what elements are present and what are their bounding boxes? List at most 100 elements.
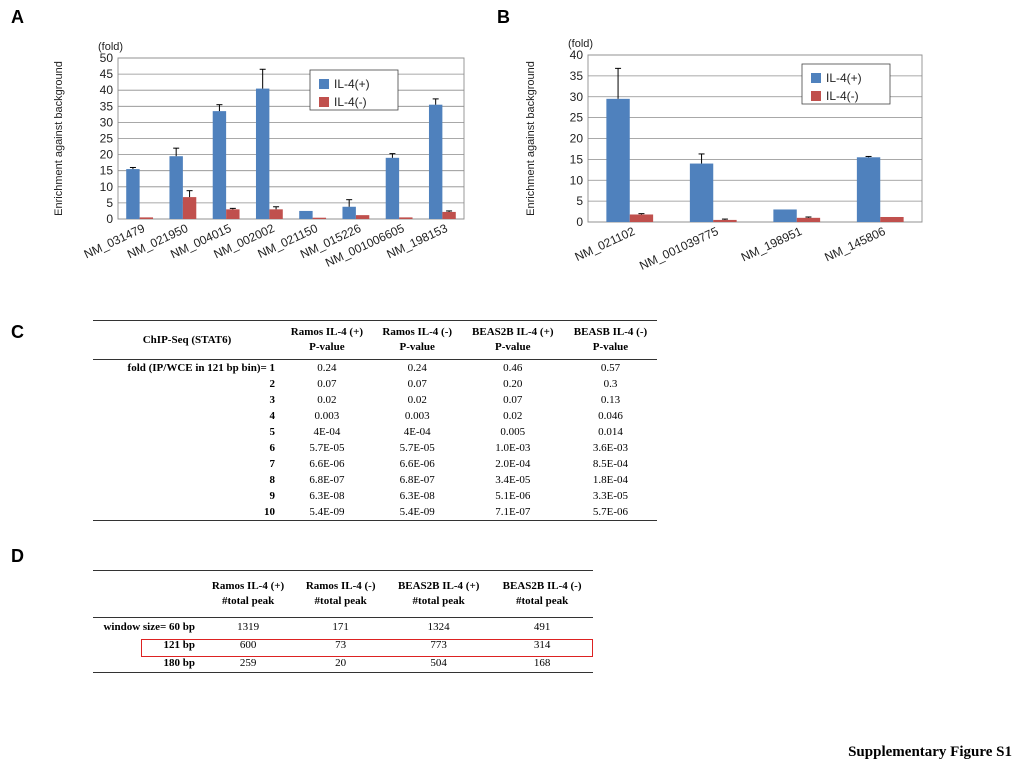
table-row: window size= 60 bp 1319 171 1324 491 <box>93 618 593 637</box>
table-c-header-4: BEASB IL-4 (-) P-value <box>563 320 657 360</box>
table-cell: 3.6E-03 <box>592 442 629 454</box>
legend-label: IL-4(-) <box>826 89 859 103</box>
y-tick-label: 25 <box>100 132 114 146</box>
y-tick-label: 45 <box>100 67 114 81</box>
table-row: 121 bp 600 73 773 314 <box>93 636 593 654</box>
table-cell: 4E-04 <box>403 426 431 438</box>
bar-il4-minus <box>880 216 904 222</box>
table-c: ChIP-Seq (STAT6) Ramos IL-4 (+) P-value … <box>93 320 657 521</box>
y-unit-label: (fold) <box>568 38 593 50</box>
row-label: 180 bp <box>93 654 201 673</box>
chart-a: 0 5 10 15 20 25 30 35 40 45 50(fold) Enrichment aga… <box>53 41 465 270</box>
table-cell: 0.57 <box>600 362 621 374</box>
table-cell: 6.8E-07 <box>399 474 435 486</box>
panel-label-c: C <box>11 322 24 342</box>
table-d-header-2: Ramos IL-4 (-) #total peak <box>295 570 387 618</box>
table-c-header-3: BEAS2B IL-4 (+) P-value <box>461 320 564 360</box>
table-row: 10 5.4E-09 5.4E-09 7.1E-07 5.7E-06 <box>93 504 657 521</box>
bar-il4-minus <box>182 197 197 219</box>
row-label: 3 <box>269 394 276 406</box>
chart-b: 0 5 10 15 20 25 30 35 40(fold) Enrichment against… <box>525 38 923 273</box>
x-tick-label: NM_198951 <box>739 224 804 264</box>
table-row: 180 bp 259 20 504 168 <box>93 654 593 673</box>
table-cell: 0.014 <box>598 426 623 438</box>
table-cell: 0.3 <box>603 378 618 390</box>
bar-il4-plus <box>428 104 443 219</box>
bar-il4-plus <box>169 156 183 219</box>
y-axis-label: Enrichment against background <box>525 61 537 216</box>
bar-il4-minus <box>355 215 370 219</box>
table-cell: 0.02 <box>503 410 523 422</box>
y-tick-label: 40 <box>100 83 114 97</box>
row-label: 121 bp <box>163 639 196 651</box>
table-row: 6 5.7E-05 5.7E-05 1.0E-03 3.6E-03 <box>93 440 657 456</box>
table-cell: 0.20 <box>503 378 523 390</box>
bar-il4-minus <box>713 219 737 222</box>
row-label: 5 <box>269 426 276 438</box>
bar-il4-minus <box>442 211 456 219</box>
table-cell: 8.5E-04 <box>592 458 629 470</box>
bar-il4-plus <box>299 210 313 219</box>
table-cell: 0.24 <box>407 362 427 374</box>
table-cell: 1319 <box>237 621 260 633</box>
y-tick-label: 20 <box>570 132 584 146</box>
figure-title: Supplementary Figure S1 <box>848 744 1012 760</box>
table-cell: 0.003 <box>314 410 340 422</box>
bar-il4-minus <box>399 217 413 219</box>
bar-il4-plus <box>689 163 714 222</box>
table-c-header-1: Ramos IL-4 (+) P-value <box>281 320 373 360</box>
table-cell: 0.003 <box>404 410 430 422</box>
bar-il4-plus <box>126 169 140 219</box>
row-label: window size= 60 bp <box>103 621 195 633</box>
bar-il4-minus <box>796 217 821 222</box>
bar-il4-minus <box>139 217 154 219</box>
table-cell: 0.07 <box>317 378 337 390</box>
legend-swatch <box>319 97 329 107</box>
table-row: 5 4E-04 4E-04 0.005 0.014 <box>93 424 657 440</box>
y-tick-label: 25 <box>570 111 584 125</box>
legend-swatch <box>319 79 329 89</box>
table-row: 8 6.8E-07 6.8E-07 3.4E-05 1.8E-04 <box>93 472 657 488</box>
table-row: 3 0.02 0.02 0.07 0.13 <box>93 392 657 408</box>
panel-label-d: D <box>11 546 24 566</box>
table-cell: 0.046 <box>598 410 623 422</box>
bar-il4-minus <box>269 209 283 219</box>
table-cell: 6.6E-06 <box>309 458 345 470</box>
table-cell: 5.7E-06 <box>563 504 657 521</box>
table-c-header-2: Ramos IL-4 (-) P-value <box>372 320 462 360</box>
y-tick-label: 0 <box>106 212 113 226</box>
bar-il4-plus <box>212 111 227 219</box>
table-row: 9 6.3E-08 6.3E-08 5.1E-06 3.3E-05 <box>93 488 657 504</box>
table-cell: 0.07 <box>407 378 427 390</box>
row-label: 9 <box>269 490 276 502</box>
y-axis-label: Enrichment against background <box>53 61 65 216</box>
table-cell: 5.7E-05 <box>309 442 345 454</box>
y-tick-label: 35 <box>570 69 584 83</box>
table-cell: 73 <box>335 639 347 651</box>
table-cell: 6.3E-08 <box>399 490 435 502</box>
y-tick-label: 5 <box>576 194 583 208</box>
table-cell: 0.07 <box>503 394 523 406</box>
table-cell: 773 <box>430 639 447 651</box>
y-tick-label: 20 <box>100 148 114 162</box>
table-cell: 5.7E-05 <box>399 442 435 454</box>
table-d-header-4: BEAS2B IL-4 (-) #total peak <box>491 570 593 618</box>
table-d-header-3: BEAS2B IL-4 (+) #total peak <box>386 570 492 618</box>
table-cell: 0.005 <box>500 426 526 438</box>
table-cell: 6.3E-08 <box>309 490 345 502</box>
table-cell: 3.3E-05 <box>592 490 629 502</box>
table-row: 4 0.003 0.003 0.02 0.046 <box>93 408 657 424</box>
table-cell: 3.4E-05 <box>495 474 531 486</box>
bar-il4-plus <box>773 209 797 222</box>
bar-il4-minus <box>312 217 327 219</box>
bar-il4-plus <box>856 157 881 222</box>
y-tick-label: 50 <box>100 51 114 65</box>
table-cell: 2.0E-04 <box>495 458 531 470</box>
table-row: fold (IP/WCE in 121 bp bin)= 1 0.24 0.24 0.… <box>93 360 657 377</box>
y-tick-label: 40 <box>570 48 584 62</box>
row-label: 2 <box>269 378 276 390</box>
legend-label: IL-4(+) <box>334 77 370 91</box>
table-cell: 6.8E-07 <box>309 474 345 486</box>
table-cell: 0.13 <box>600 394 621 406</box>
row-label: fold (IP/WCE in 121 bp bin)= 1 <box>127 362 275 374</box>
